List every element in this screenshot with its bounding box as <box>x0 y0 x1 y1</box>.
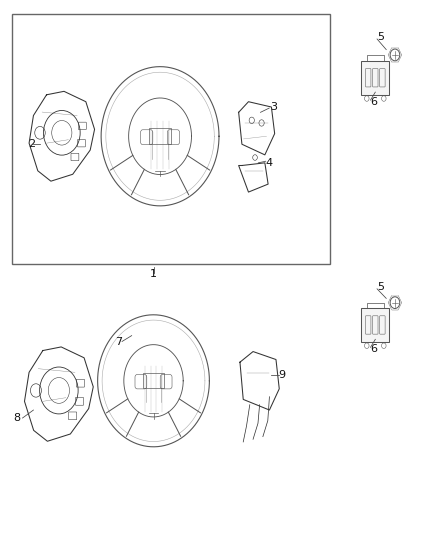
FancyBboxPatch shape <box>361 308 389 342</box>
Text: 6: 6 <box>371 96 378 107</box>
FancyBboxPatch shape <box>361 61 389 95</box>
Text: 5: 5 <box>377 32 384 42</box>
Text: 9: 9 <box>279 370 286 381</box>
Text: 2: 2 <box>28 139 35 149</box>
Text: 1: 1 <box>150 270 157 279</box>
Text: 8: 8 <box>14 413 21 423</box>
Text: 3: 3 <box>270 102 277 112</box>
Text: 4: 4 <box>266 158 273 168</box>
Text: 5: 5 <box>377 282 384 292</box>
Text: 6: 6 <box>371 344 378 354</box>
Text: 7: 7 <box>115 337 122 347</box>
